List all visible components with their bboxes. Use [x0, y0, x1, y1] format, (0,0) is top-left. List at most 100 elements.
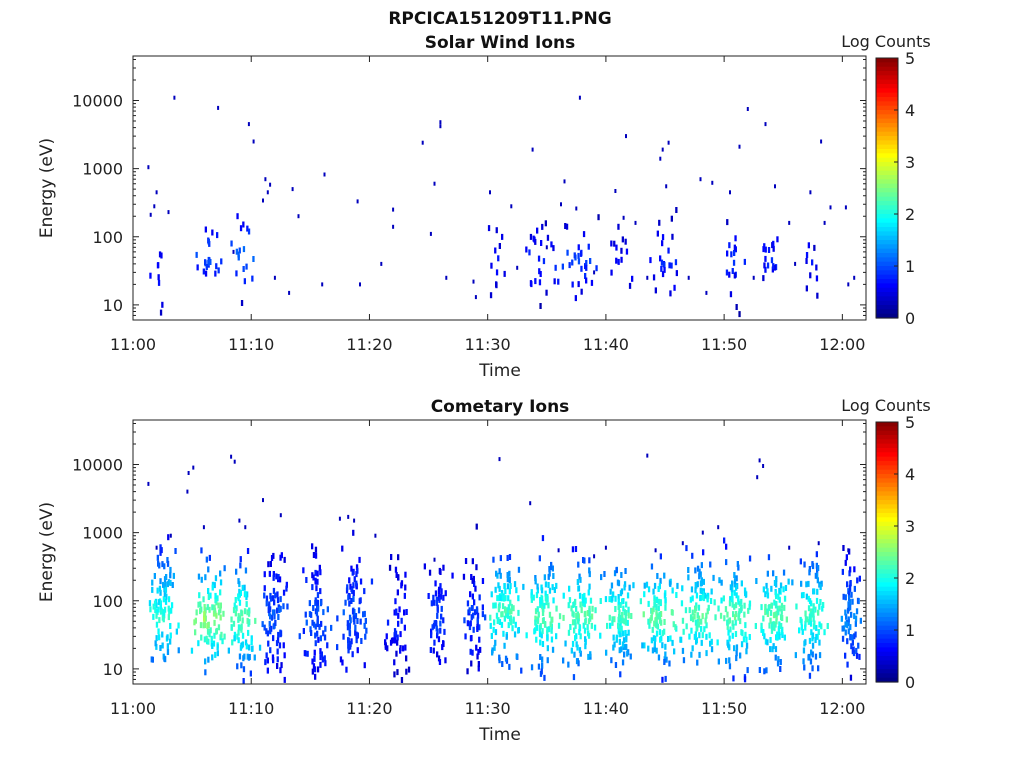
count-bin — [619, 671, 622, 678]
count-bin — [582, 622, 585, 629]
count-bin — [466, 668, 469, 675]
count-bin — [248, 619, 251, 626]
count-bin — [669, 580, 672, 587]
count-bin — [538, 268, 541, 275]
count-bin — [237, 613, 240, 620]
count-bin — [322, 609, 325, 616]
count-bin — [805, 258, 808, 264]
count-bin — [250, 639, 253, 646]
count-bin — [203, 611, 206, 618]
count-bin — [732, 623, 735, 630]
colorbar-segment — [876, 452, 898, 458]
count-bin — [812, 611, 815, 618]
count-bin — [155, 612, 158, 619]
count-bin — [436, 606, 439, 613]
count-bin — [618, 638, 621, 645]
count-bin — [539, 654, 542, 660]
count-bin — [731, 632, 734, 639]
count-bin — [801, 628, 804, 635]
count-bin — [319, 654, 322, 661]
count-bin — [820, 623, 823, 630]
count-bin — [591, 605, 594, 612]
count-bin — [775, 576, 778, 582]
count-bin — [769, 609, 773, 616]
count-bin — [272, 587, 276, 594]
count-bin — [573, 627, 576, 634]
count-bin — [268, 627, 272, 633]
count-bin — [587, 618, 591, 625]
count-bin — [273, 613, 276, 620]
figure-title: RPCICA151209T11.PNG — [388, 9, 611, 29]
count-bin — [435, 599, 438, 606]
count-bin — [764, 246, 767, 253]
count-bin — [166, 581, 169, 588]
count-bin — [804, 616, 808, 623]
count-bin — [780, 629, 783, 636]
count-bin — [496, 572, 499, 579]
count-bin — [725, 269, 729, 276]
count-bin — [782, 569, 786, 576]
colorbar-segment — [876, 118, 898, 124]
count-bin — [506, 572, 509, 578]
count-bin — [317, 605, 320, 612]
colorbar-segment — [876, 513, 898, 518]
count-bin — [548, 587, 552, 594]
count-bin — [242, 655, 245, 662]
count-point — [604, 545, 607, 550]
count-bin — [506, 612, 510, 619]
count-bin — [400, 677, 404, 683]
count-bin — [166, 557, 169, 563]
count-bin — [157, 279, 161, 286]
colorbar-segment — [876, 534, 898, 540]
count-bin — [541, 610, 545, 616]
count-bin — [471, 649, 474, 656]
count-bin — [551, 565, 554, 572]
count-bin — [777, 609, 780, 616]
colorbar-segment — [876, 677, 898, 683]
count-bin — [651, 608, 654, 615]
count-bin — [437, 655, 441, 662]
count-bin — [520, 667, 523, 674]
count-bin — [701, 632, 704, 639]
count-bin — [589, 597, 593, 604]
count-bin — [771, 646, 774, 653]
count-bin — [242, 678, 245, 684]
count-bin — [770, 627, 774, 634]
count-bin — [517, 595, 520, 602]
count-bin — [737, 598, 740, 605]
count-bin — [584, 643, 587, 650]
count-bin — [794, 652, 797, 659]
count-bin — [270, 625, 273, 632]
count-bin — [282, 603, 285, 610]
count-bin — [539, 303, 542, 309]
count-point — [545, 245, 548, 250]
count-bin — [731, 580, 734, 587]
count-bin — [270, 614, 273, 621]
count-point — [186, 489, 189, 494]
count-bin — [537, 255, 541, 262]
count-bin — [540, 240, 543, 246]
count-bin — [319, 661, 322, 668]
count-point — [147, 481, 150, 486]
count-point — [705, 290, 708, 295]
count-bin — [386, 619, 390, 626]
count-bin — [219, 602, 222, 609]
count-bin — [728, 663, 732, 670]
count-bin — [237, 578, 240, 585]
count-bin — [205, 264, 208, 270]
count-bin — [348, 577, 351, 584]
count-bin — [577, 561, 580, 568]
count-bin — [432, 594, 435, 601]
count-bin — [585, 277, 588, 284]
count-bin — [393, 609, 396, 616]
count-bin — [393, 628, 397, 635]
count-bin — [164, 656, 167, 663]
count-bin — [211, 584, 214, 591]
count-bin — [780, 623, 783, 629]
count-bin — [363, 622, 366, 629]
count-bin — [278, 642, 282, 649]
colorbar-segment — [876, 491, 898, 497]
count-bin — [584, 273, 587, 279]
count-bin — [614, 606, 617, 612]
count-bin — [625, 644, 628, 651]
